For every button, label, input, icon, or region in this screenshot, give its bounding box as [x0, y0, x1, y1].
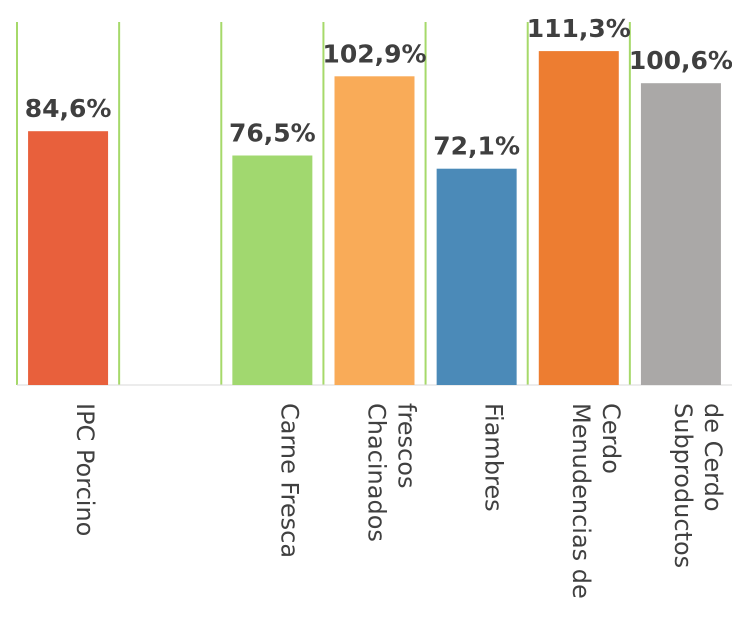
data-label: 100,6%	[629, 46, 732, 75]
data-label: 111,3%	[527, 14, 631, 43]
category-label: Chacinados	[363, 403, 391, 542]
bar	[538, 51, 619, 385]
bar	[436, 168, 517, 385]
data-labels-group: 84,6% 76,5% 102,9% 72,1% 111,3% 100,6%	[25, 14, 732, 161]
data-label: 84,6%	[25, 94, 112, 123]
category-labels-group: IPC Porcino Carne Fresca Chacinados frescos…	[71, 403, 727, 599]
data-label: 102,9%	[322, 39, 426, 68]
data-label: 72,1%	[433, 132, 520, 161]
category-label: de Cerdo	[699, 403, 727, 512]
category-label: Menudencias de	[567, 403, 595, 599]
bars-group	[28, 51, 721, 386]
bar	[640, 83, 721, 385]
category-label: Fiambres	[480, 403, 508, 512]
category-label: frescos	[393, 403, 421, 488]
bar	[334, 76, 415, 386]
category-label: Subproductos	[669, 403, 697, 568]
bar	[232, 155, 313, 385]
category-label: Carne Fresca	[275, 403, 303, 558]
category-label: IPC Porcino	[71, 403, 99, 536]
data-label: 76,5%	[229, 119, 316, 148]
bar	[28, 131, 109, 385]
category-label: Cerdo	[597, 403, 625, 474]
category-dividers	[16, 22, 631, 385]
